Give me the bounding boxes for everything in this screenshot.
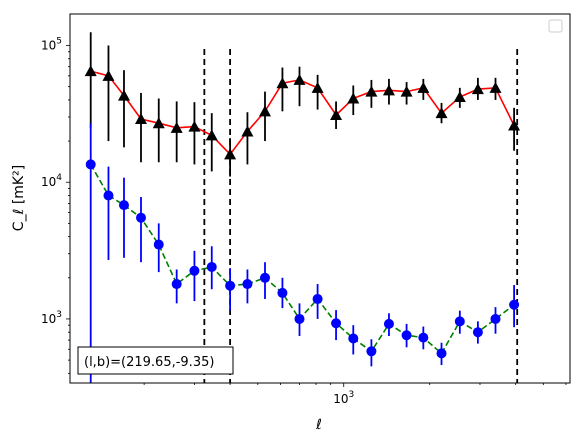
triangle-marker [330, 109, 343, 121]
triangle-marker [241, 125, 254, 137]
circle-marker [509, 299, 520, 310]
circle-marker [103, 190, 114, 201]
circle-marker [118, 200, 129, 211]
y-axis-label: C_ℓ [mK²] [11, 165, 27, 231]
annotation-box: (l,b)=(219.65,-9.35) [77, 346, 234, 375]
triangle-marker [417, 81, 430, 93]
triangle-marker [84, 65, 97, 77]
triangle-marker [258, 105, 271, 117]
circle-marker [454, 316, 465, 327]
circle-marker [312, 293, 323, 304]
circle-marker [85, 159, 96, 170]
circle-marker [490, 313, 501, 324]
circle-marker [225, 280, 236, 291]
triangle-marker [489, 81, 502, 93]
triangle-marker [102, 69, 115, 81]
circle-marker [259, 272, 270, 283]
circle-marker [383, 318, 394, 329]
triangle-marker [471, 83, 484, 95]
circle-marker [366, 346, 377, 357]
circle-marker [348, 333, 359, 344]
triangle-marker [152, 117, 165, 129]
circle-marker [418, 332, 429, 343]
circle-marker [242, 279, 253, 290]
triangle-marker [435, 107, 448, 119]
circle-marker [294, 313, 305, 324]
vertical-reference-lines [203, 49, 519, 383]
circle-marker [189, 265, 200, 276]
circle-marker [331, 318, 342, 329]
triangle-marker [276, 77, 289, 89]
axis-ticks [66, 45, 567, 387]
annotation-text: (l,b)=(219.65,-9.35) [84, 355, 214, 370]
triangle-marker [347, 92, 360, 104]
triangle-marker [117, 89, 130, 101]
triangle-marker [224, 148, 237, 160]
triangle-marker [170, 121, 183, 133]
triangle-marker [453, 91, 466, 103]
triangle-marker [382, 84, 395, 96]
circle-marker [436, 348, 447, 359]
triangle-marker [365, 85, 378, 97]
triangle-marker [205, 129, 218, 141]
circle-marker [401, 330, 412, 341]
circle-marker [472, 327, 483, 338]
circle-marker [153, 239, 164, 250]
x-axis-label: ℓ [315, 417, 322, 433]
triangle-marker [188, 120, 201, 132]
triangle-marker [135, 113, 148, 125]
triangle-marker [508, 119, 521, 131]
circle-marker [277, 287, 288, 298]
data-markers [84, 65, 521, 359]
triangle-marker [293, 73, 306, 85]
triangle-marker [400, 85, 413, 97]
circle-marker [171, 279, 182, 290]
plot-frame [69, 13, 571, 384]
circle-marker [206, 261, 217, 272]
circle-marker [136, 212, 147, 223]
triangle-marker [311, 81, 324, 93]
legend-box [548, 19, 563, 33]
